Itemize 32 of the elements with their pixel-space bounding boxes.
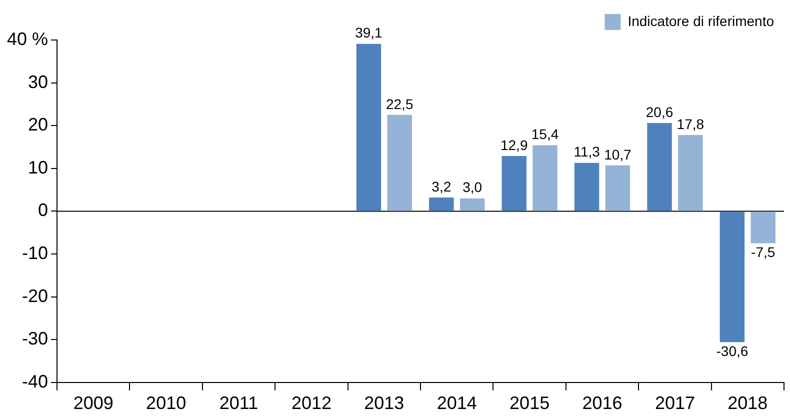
- y-tick-label: -30: [22, 328, 48, 349]
- data-label: 20,6: [646, 104, 674, 120]
- y-tick-label: 20: [28, 114, 48, 135]
- data-label: 15,4: [531, 126, 559, 142]
- data-label: 3,0: [462, 179, 482, 196]
- x-tick-label: 2009: [73, 393, 114, 414]
- data-label: -30,6: [716, 343, 748, 360]
- y-tick-label: 10: [28, 157, 48, 178]
- data-label: 11,3: [574, 144, 600, 160]
- x-tick-label: 2018: [728, 393, 768, 414]
- data-label: 3,2: [432, 178, 452, 194]
- x-tick-label: 2013: [364, 393, 404, 414]
- data-label: -7,5: [751, 244, 776, 260]
- y-tick-label: -20: [22, 286, 48, 306]
- x-tick-label: 2016: [582, 393, 622, 414]
- x-tick-label: 2014: [436, 393, 477, 414]
- data-label: 12,9: [500, 136, 528, 153]
- y-tick-label: -40: [22, 371, 48, 392]
- y-tick-label: -10: [22, 242, 48, 263]
- y-tick-label: 30: [28, 72, 48, 92]
- x-tick-label: 2012: [291, 393, 332, 414]
- data-label: 17,8: [676, 116, 704, 132]
- y-tick-label: 0: [38, 200, 48, 220]
- x-tick-label: 2015: [510, 393, 550, 414]
- data-label: 22,5: [386, 96, 414, 112]
- x-tick-label: 2010: [146, 393, 186, 414]
- legend-label: Indicatore di riferimento: [628, 12, 774, 29]
- y-tick-label: 40 %: [6, 28, 48, 49]
- x-tick-label: 2017: [654, 393, 695, 414]
- data-label: 10,7: [604, 146, 632, 162]
- x-tick-label: 2011: [219, 393, 258, 414]
- data-label: 39,1: [355, 24, 383, 41]
